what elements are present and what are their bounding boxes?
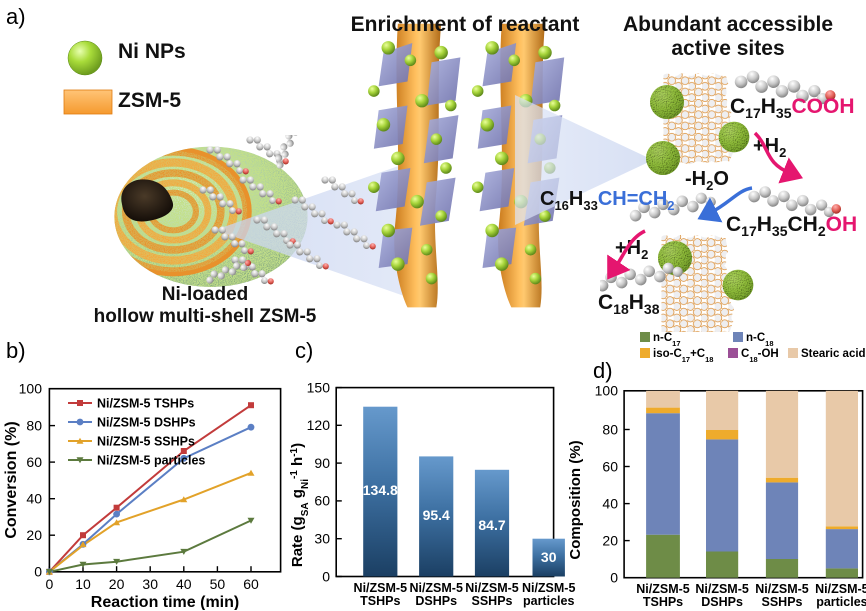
svg-text:84.7: 84.7: [478, 517, 505, 533]
svg-text:Ni/ZSM-5 SSHPs: Ni/ZSM-5 SSHPs: [97, 435, 195, 449]
svg-text:0: 0: [34, 564, 42, 580]
svg-text:0: 0: [46, 576, 54, 592]
svg-text:50: 50: [210, 576, 226, 592]
svg-text:Ni/ZSM-5 particles: Ni/ZSM-5 particles: [97, 454, 205, 468]
svg-text:20: 20: [602, 532, 618, 548]
svg-text:Ni/ZSM-5: Ni/ZSM-5: [465, 581, 519, 595]
svg-text:100: 100: [19, 380, 43, 396]
svg-text:20: 20: [26, 527, 42, 543]
svg-text:0: 0: [322, 568, 330, 584]
svg-text:iso-C17+C18: iso-C17+C18: [653, 348, 713, 364]
svg-text:90: 90: [314, 455, 330, 471]
svg-text:60: 60: [314, 493, 330, 509]
svg-text:10: 10: [75, 576, 91, 592]
svg-text:Ni/ZSM-5: Ni/ZSM-5: [636, 582, 690, 596]
svg-text:30: 30: [142, 576, 158, 592]
svg-text:80: 80: [602, 421, 618, 437]
svg-text:Ni/ZSM-5: Ni/ZSM-5: [755, 582, 809, 596]
svg-text:120: 120: [307, 417, 331, 433]
svg-text:Composition (%): Composition (%): [567, 440, 584, 559]
svg-text:30: 30: [541, 549, 557, 565]
svg-text:150: 150: [307, 379, 331, 395]
svg-text:C18-OH: C18-OH: [741, 348, 779, 364]
svg-text:DSHPs: DSHPs: [415, 594, 457, 608]
svg-text:60: 60: [243, 576, 259, 592]
svg-text:20: 20: [109, 576, 125, 592]
svg-text:100: 100: [595, 383, 619, 399]
svg-text:Ni/ZSM-5 DSHPs: Ni/ZSM-5 DSHPs: [97, 416, 196, 430]
svg-text:40: 40: [26, 490, 42, 506]
svg-text:Ni/ZSM-5: Ni/ZSM-5: [815, 582, 866, 596]
svg-text:Ni/ZSM-5: Ni/ZSM-5: [695, 582, 749, 596]
svg-text:Ni/ZSM-5: Ni/ZSM-5: [354, 581, 408, 595]
svg-text:Rate (gSA gNi-1 h-1): Rate (gSA gNi-1 h-1): [289, 443, 311, 567]
svg-text:0: 0: [610, 570, 618, 586]
svg-text:Stearic acid: Stearic acid: [801, 348, 866, 360]
svg-text:30: 30: [314, 531, 330, 547]
svg-text:60: 60: [602, 458, 618, 474]
svg-text:80: 80: [26, 417, 42, 433]
svg-text:95.4: 95.4: [423, 507, 450, 523]
svg-text:DSHPs: DSHPs: [701, 595, 743, 609]
svg-text:Ni/ZSM-5: Ni/ZSM-5: [409, 581, 463, 595]
svg-text:n-C18: n-C18: [746, 332, 774, 348]
svg-text:SSHPs: SSHPs: [472, 594, 513, 608]
svg-text:Ni/ZSM-5 TSHPs: Ni/ZSM-5 TSHPs: [97, 397, 194, 411]
svg-text:particles: particles: [816, 595, 866, 609]
svg-text:40: 40: [176, 576, 192, 592]
svg-text:SSHPs: SSHPs: [762, 595, 803, 609]
svg-text:n-C17: n-C17: [653, 332, 681, 348]
svg-text:Reaction time (min): Reaction time (min): [91, 594, 239, 610]
svg-text:60: 60: [26, 454, 42, 470]
svg-text:Conversion (%): Conversion (%): [3, 421, 20, 538]
svg-text:TSHPs: TSHPs: [643, 595, 683, 609]
svg-text:TSHPs: TSHPs: [360, 594, 400, 608]
svg-text:134.8: 134.8: [363, 482, 398, 498]
svg-text:40: 40: [602, 495, 618, 511]
